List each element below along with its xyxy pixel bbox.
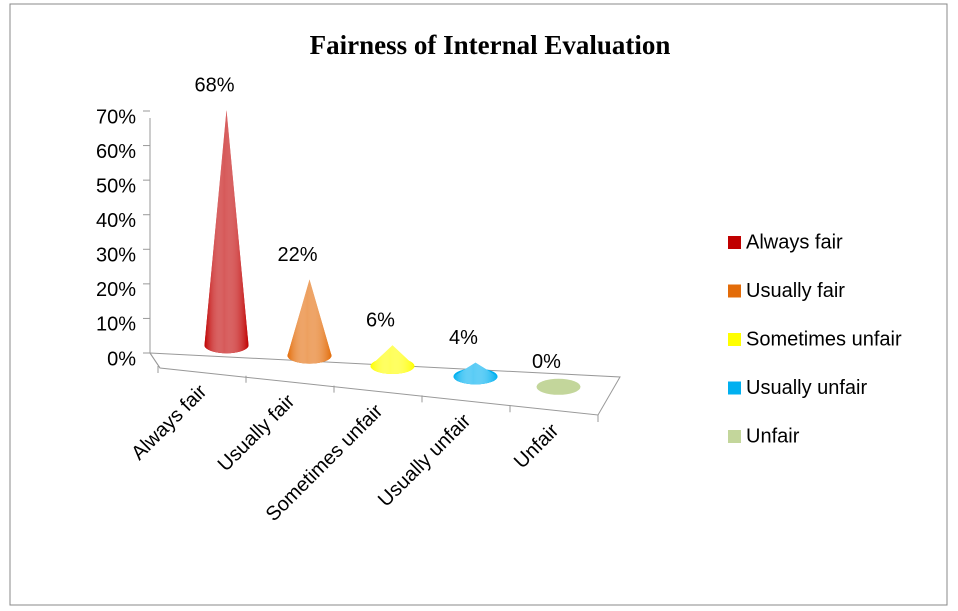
legend-label: Always fair [746, 231, 843, 253]
legend-label: Unfair [746, 425, 800, 447]
value-label: 22% [277, 244, 317, 266]
legend-swatch [728, 236, 741, 249]
legend-swatch [728, 381, 741, 395]
floor-edge [149, 352, 161, 369]
chart-title: Fairness of Internal Evaluation [310, 30, 671, 60]
y-tick-label: 70% [96, 106, 136, 128]
cone-shade [453, 362, 498, 385]
value-label: 68% [194, 74, 234, 96]
legend-swatch [728, 333, 741, 346]
legend-swatch [728, 430, 741, 443]
value-label: 6% [366, 310, 395, 332]
chart-border [9, 3, 948, 606]
y-tick-label: 50% [96, 175, 136, 197]
cone [370, 345, 415, 374]
legend-swatch [728, 284, 741, 298]
y-tick-label: 10% [96, 314, 136, 336]
cone [287, 279, 332, 364]
y-tick-label: 40% [96, 210, 136, 232]
legend-label: Usually unfair [746, 377, 868, 399]
y-tick-label: 30% [96, 245, 136, 267]
y-tick-label: 20% [96, 279, 136, 301]
cone-base [536, 378, 581, 395]
y-tick-label: 0% [107, 348, 136, 370]
cone [204, 110, 249, 354]
legend-label: Sometimes unfair [746, 328, 902, 350]
cone [453, 362, 498, 385]
cone [536, 378, 581, 395]
cone-shade [370, 345, 415, 374]
value-label: 4% [449, 327, 478, 349]
cone-shade [204, 110, 249, 354]
value-label: 0% [532, 351, 561, 373]
cone-shade [287, 279, 332, 364]
y-tick-label: 60% [96, 141, 136, 163]
legend-label: Usually fair [746, 280, 845, 302]
